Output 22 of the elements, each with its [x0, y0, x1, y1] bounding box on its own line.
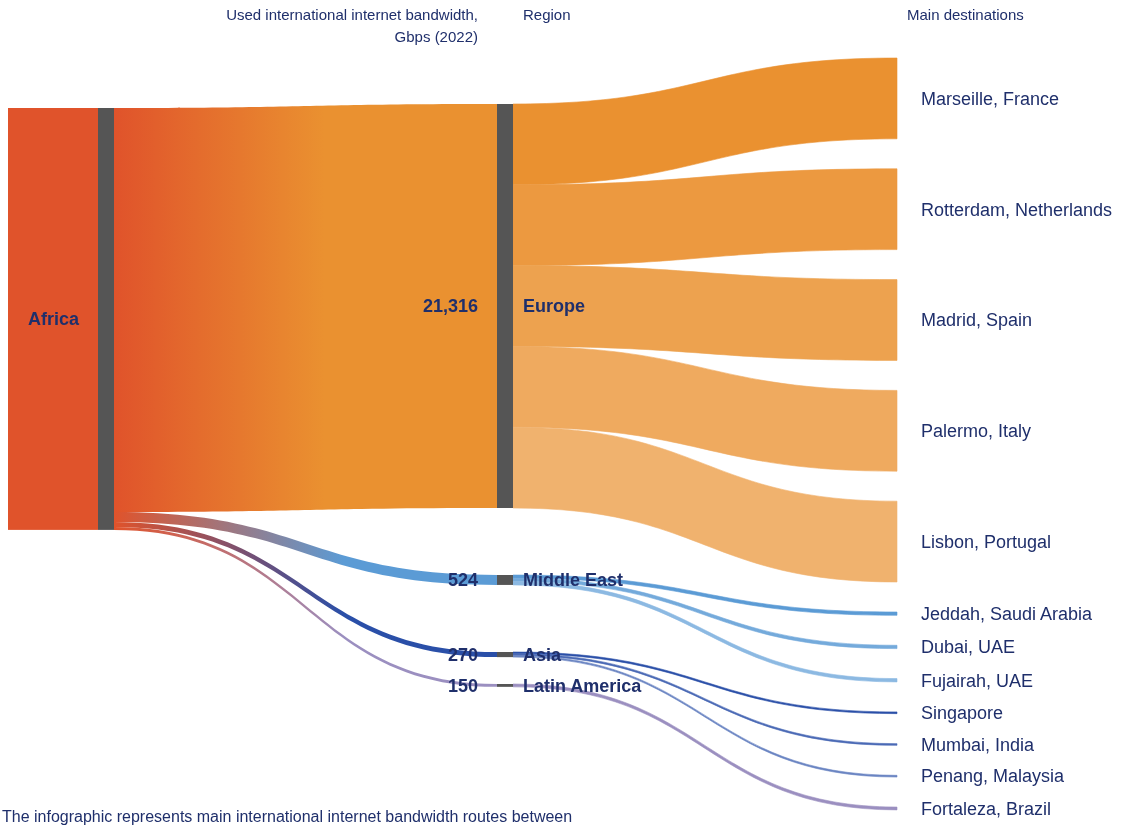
text: Penang, Malaysia [921, 766, 1065, 787]
data-label: 150 [447, 675, 478, 696]
text: Region [523, 6, 571, 23]
text: Dubai, UAE [921, 637, 1016, 658]
text: Palermo, Italy [921, 421, 1032, 442]
text: Rotterdam, Netherlands [921, 199, 1113, 220]
text: Jeddah, Saudi Arabia [921, 603, 1093, 624]
category-label: Latin America [523, 675, 643, 696]
text: Mumbai, India [921, 734, 1035, 755]
text: Fujairah, UAE [921, 670, 1034, 691]
text: Lisbon, Portugal [921, 531, 1052, 552]
text: The infographic represents main international internet bandwidth routes between [2, 808, 573, 825]
text: Singapore [921, 703, 1004, 724]
text: Fortaleza, Brazil [921, 798, 1052, 819]
category-label: Europe [523, 296, 586, 317]
data-label: 21,316 [422, 296, 478, 317]
text: Used international internet bandwidth, Gbps (2022) [226, 6, 478, 45]
text: Marseille, France [921, 88, 1060, 109]
data-label: 270 [447, 644, 478, 665]
text: Main destinations [907, 6, 1024, 23]
text: Madrid, Spain [921, 310, 1033, 331]
text: Africa [28, 309, 81, 330]
